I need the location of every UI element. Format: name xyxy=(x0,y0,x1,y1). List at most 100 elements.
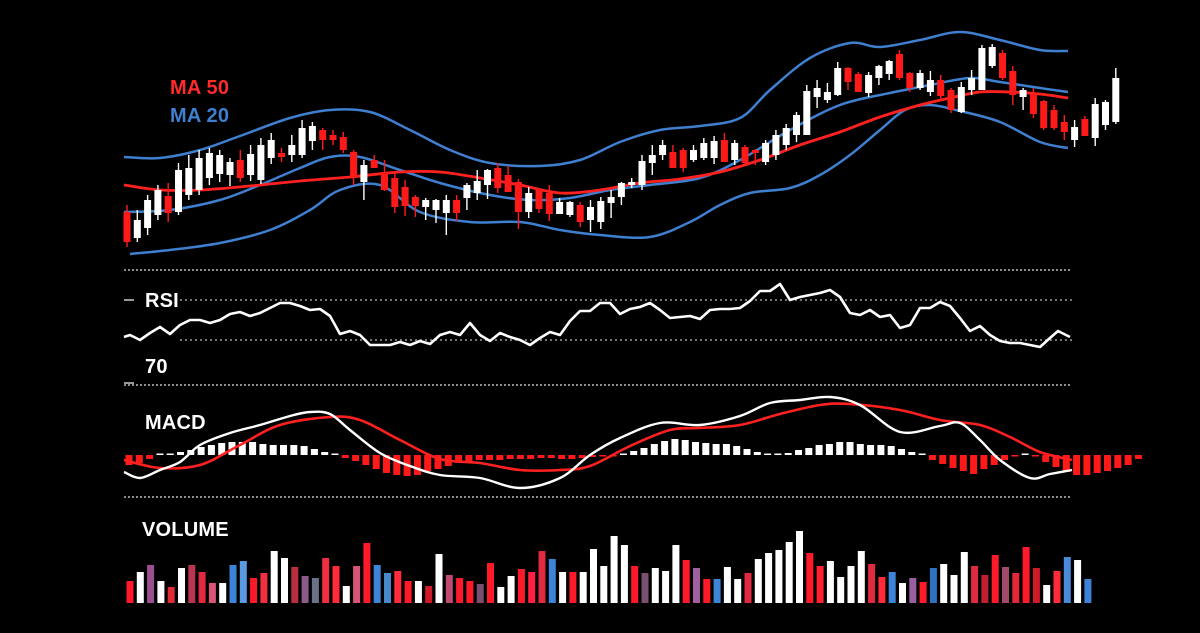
macd-histogram-bar-positive xyxy=(1021,453,1029,455)
macd-histogram-bar-negative xyxy=(372,455,380,469)
macd-histogram-bar-positive xyxy=(784,453,792,455)
macd-histogram-bar-positive xyxy=(280,445,287,455)
candle-up xyxy=(175,163,182,215)
candle-body xyxy=(288,145,296,155)
volume-bar xyxy=(559,572,567,603)
macd-histogram-bar-negative xyxy=(558,455,566,459)
macd-histogram-bar-negative xyxy=(496,455,504,460)
volume-bar xyxy=(332,566,340,603)
volume-bar xyxy=(950,575,958,603)
candle-up xyxy=(463,183,471,210)
volume-bar xyxy=(940,564,948,603)
candle-down xyxy=(514,179,522,229)
candle-up xyxy=(422,198,430,220)
candle-body xyxy=(308,126,316,141)
candle-body xyxy=(535,190,543,209)
candle-up xyxy=(762,140,770,165)
candle-body xyxy=(432,200,440,210)
candle-up xyxy=(473,170,481,200)
macd-histogram-bar-positive xyxy=(238,442,246,455)
candle-down xyxy=(576,202,584,227)
volume-bar xyxy=(301,576,309,603)
candle-body xyxy=(690,150,697,160)
candle-body xyxy=(144,200,152,228)
candle-body xyxy=(1091,104,1099,138)
candle-up xyxy=(803,85,811,135)
volume-bar xyxy=(239,561,247,603)
candle-down xyxy=(381,160,388,191)
volume-bar xyxy=(311,578,319,603)
macd-histogram-bar-positive xyxy=(846,442,854,455)
legend-ma20-label: MA 20 xyxy=(170,105,230,127)
candle-body xyxy=(525,193,533,212)
candle-up xyxy=(968,70,976,95)
candle-up xyxy=(813,80,821,108)
candle-body xyxy=(844,68,852,82)
macd-histogram-bar-negative xyxy=(383,455,390,473)
macd-histogram-bar-positive xyxy=(898,449,905,455)
ma50-curve xyxy=(123,90,1069,195)
candle-body xyxy=(319,130,327,140)
macd-histogram-bar-negative xyxy=(1093,455,1101,473)
macd-histogram-bar-negative xyxy=(506,455,514,459)
volume-bar xyxy=(384,573,391,603)
candle-body xyxy=(638,161,646,185)
candle-up xyxy=(607,190,615,218)
macd-histogram-bar-negative xyxy=(599,455,607,457)
candle-body xyxy=(350,152,358,177)
candle-down xyxy=(545,185,553,221)
macd-histogram-bar-negative xyxy=(1011,455,1019,457)
volume-bar xyxy=(785,542,793,603)
macd-histogram-bar-negative xyxy=(949,455,957,468)
candle-down xyxy=(319,128,327,150)
candle-body xyxy=(926,80,934,92)
candle-up xyxy=(628,178,636,188)
candle-body xyxy=(978,48,986,90)
candle-down xyxy=(1050,105,1058,130)
macd-histogram-bar-positive xyxy=(805,448,813,455)
candle-body xyxy=(741,147,749,163)
candle-body xyxy=(484,170,491,185)
macd-histogram-bar-negative xyxy=(970,455,978,474)
macd-histogram-bar-positive xyxy=(671,439,679,455)
candle-body xyxy=(587,207,594,220)
volume-bar xyxy=(806,553,814,603)
volume-bar xyxy=(703,579,711,603)
candle-up xyxy=(185,155,193,200)
candle-up xyxy=(247,145,255,181)
candle-body xyxy=(329,135,337,140)
macd-histogram-bar-positive xyxy=(733,446,741,455)
macd-histogram-bar-negative xyxy=(516,455,524,459)
volume-bar xyxy=(353,566,361,603)
candle-body xyxy=(463,185,471,198)
candle-up xyxy=(710,136,718,164)
volume-bar xyxy=(126,581,134,603)
macd-histogram-bar-positive xyxy=(887,446,895,455)
volume-bar xyxy=(517,569,525,603)
candle-body xyxy=(381,172,388,190)
candle-down xyxy=(535,189,543,213)
macd-histogram-bar-positive xyxy=(712,444,720,455)
macd-histogram-bar-positive xyxy=(774,453,782,455)
candle-up xyxy=(308,122,316,150)
macd-histogram-bar-negative xyxy=(424,455,432,471)
volume-bar xyxy=(497,587,505,603)
macd-histogram-bar-positive xyxy=(856,444,864,455)
candle-down xyxy=(401,180,409,216)
volume-bar xyxy=(363,543,371,603)
macd-histogram-bar-positive xyxy=(331,453,339,455)
volume-bar xyxy=(445,575,453,603)
candle-body xyxy=(1071,127,1079,140)
volume-bar xyxy=(167,587,175,603)
volume-bar xyxy=(826,561,834,603)
candle-body xyxy=(556,202,564,214)
candle-body xyxy=(226,162,234,175)
macd-histogram-bar-negative xyxy=(568,455,576,459)
volume-bar xyxy=(188,565,196,603)
candle-up xyxy=(865,72,873,97)
candle-up xyxy=(834,62,842,96)
candle-body xyxy=(1102,102,1109,125)
candle-body xyxy=(391,178,399,207)
candle-down xyxy=(896,50,903,80)
